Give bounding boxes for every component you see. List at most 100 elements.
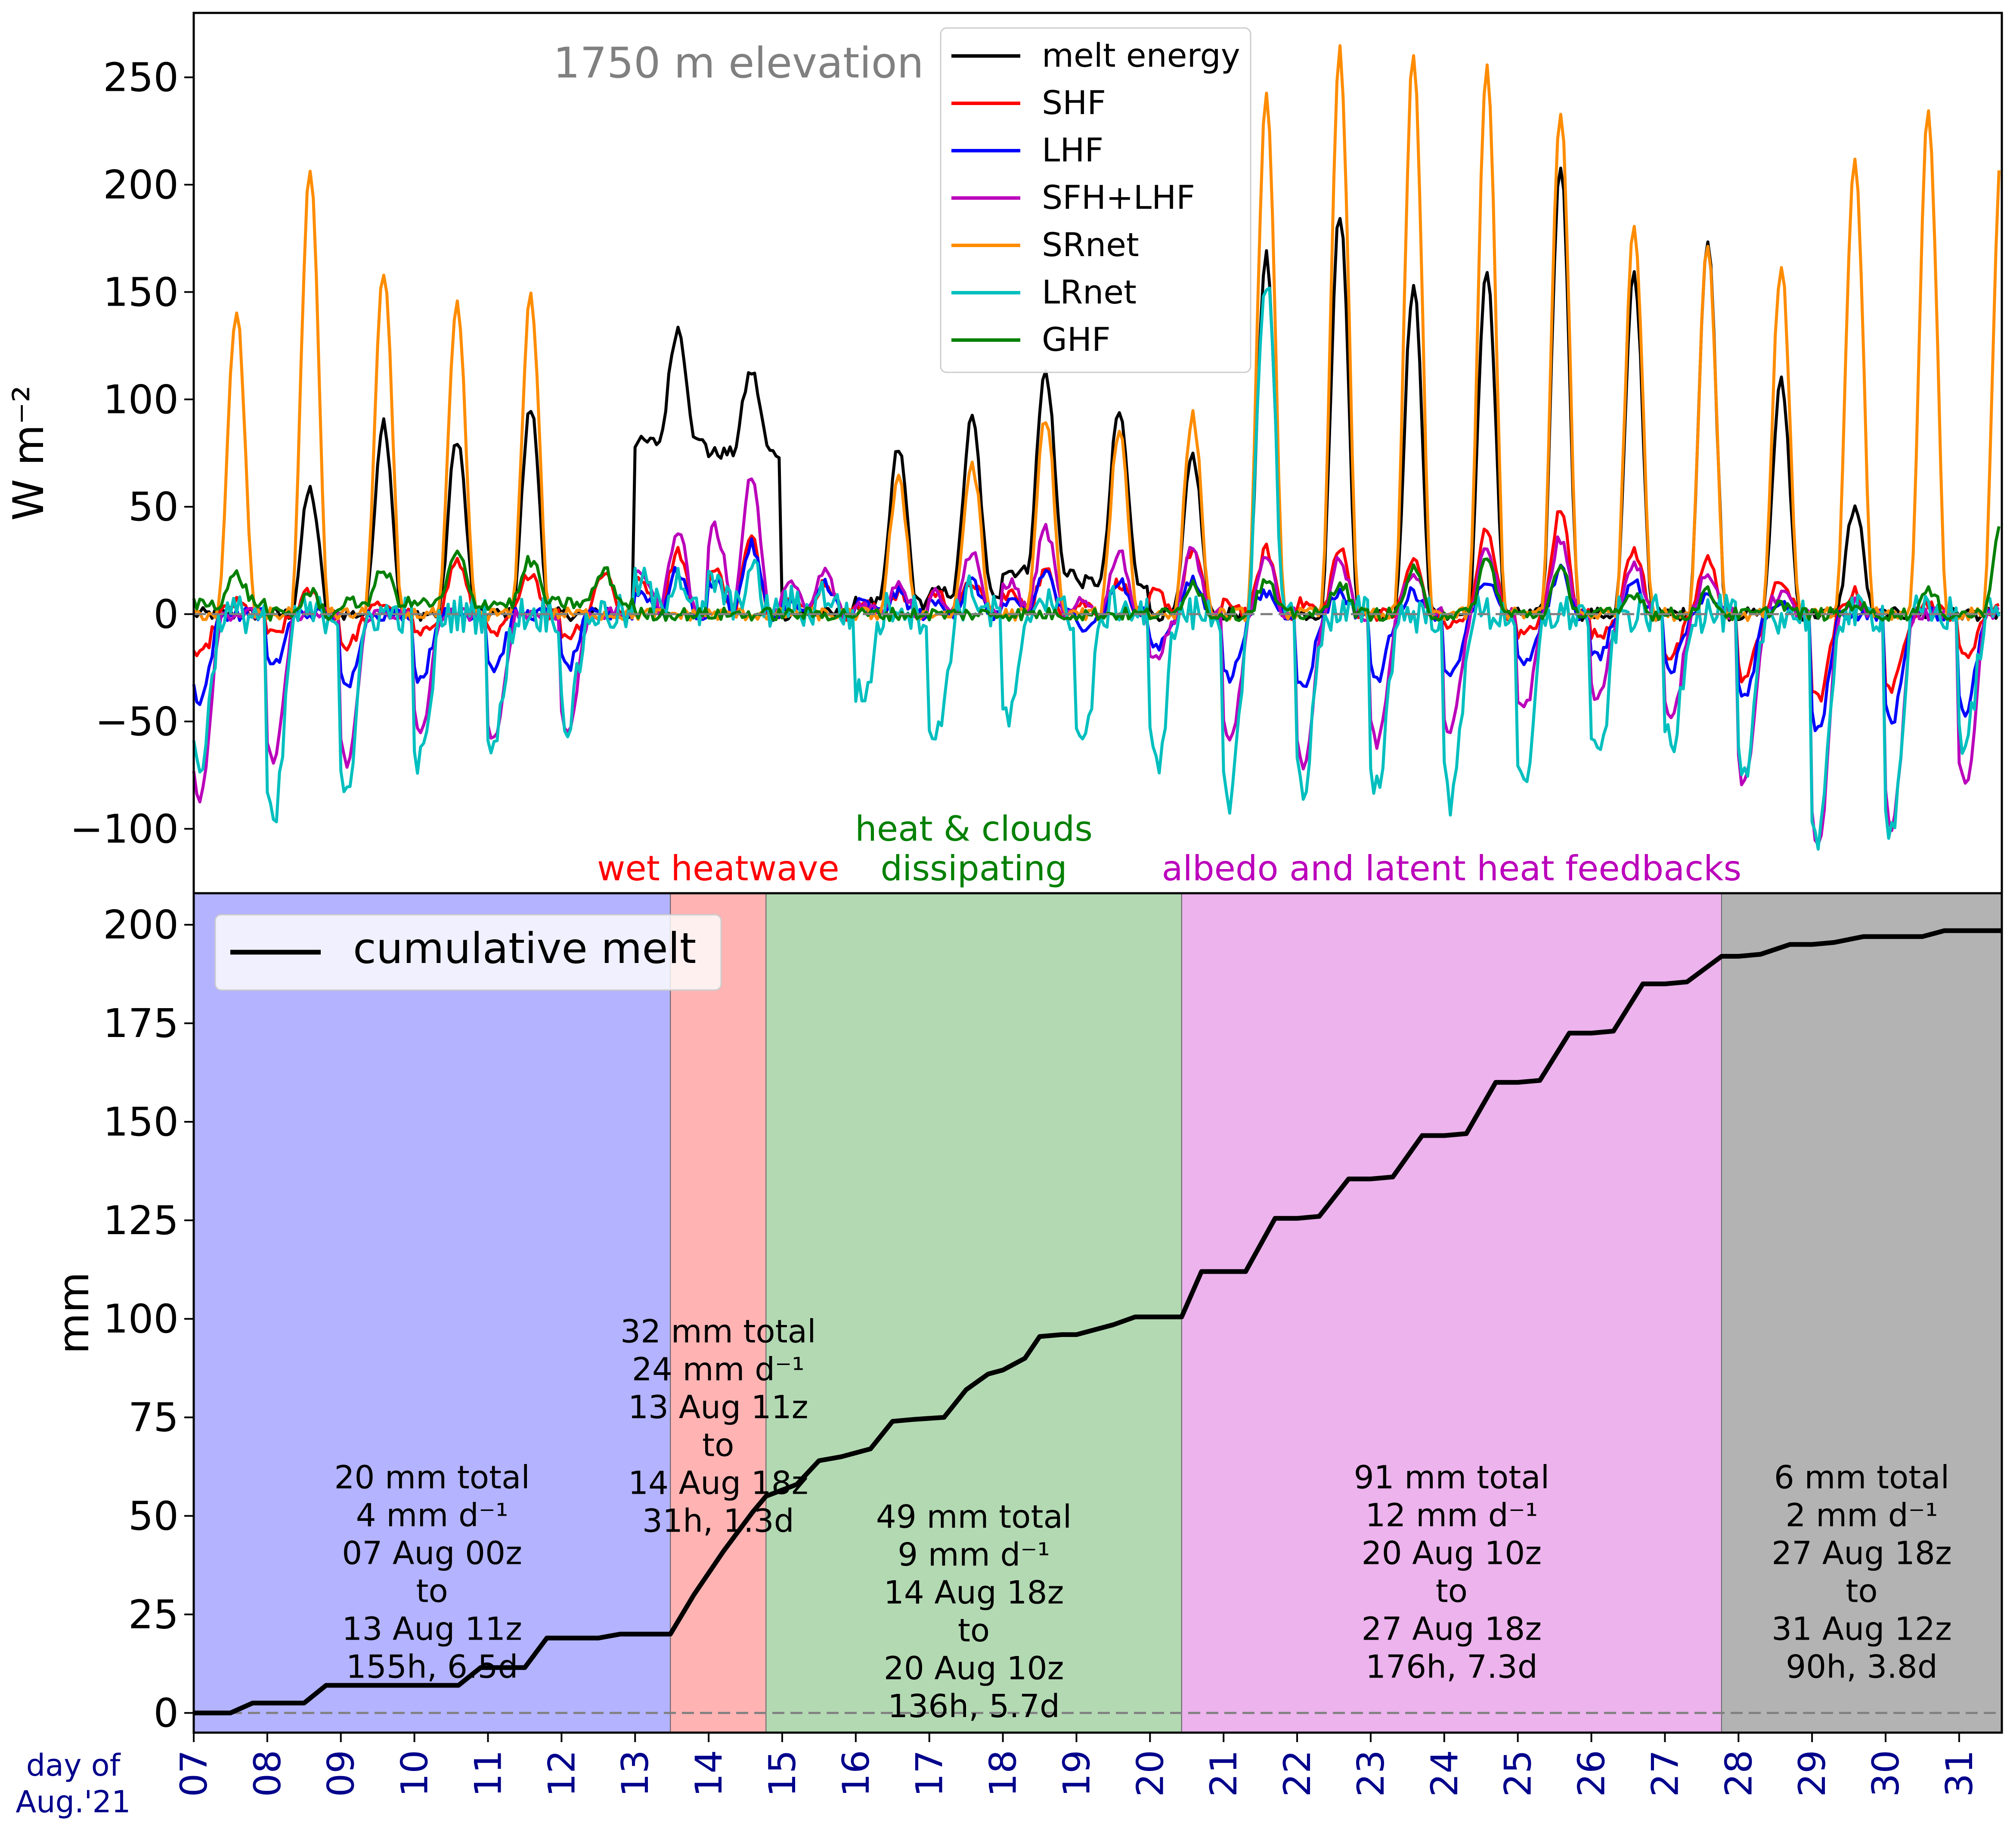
y1-tick-label--100: −100: [70, 806, 179, 852]
period-1-label-line-2: 07 Aug 00z: [342, 1535, 522, 1572]
legend-label-sfh-lhf: SFH+LHF: [1042, 178, 1195, 217]
period-3-label-line-5: 136h, 5.7d: [888, 1688, 1060, 1725]
period-4-label-line-1: 12 mm d⁻¹: [1365, 1497, 1538, 1534]
x-tick-label-29: 29: [1791, 1750, 1834, 1797]
period-1-label-line-3: to: [416, 1573, 448, 1610]
legend-label-lrnet: LRnet: [1042, 273, 1137, 311]
period-1-label-line-0: 20 mm total: [334, 1459, 530, 1496]
period-3-label-line-4: 20 Aug 10z: [884, 1650, 1064, 1687]
cumulative-legend-label: cumulative melt: [353, 924, 696, 973]
period-2-label-line-4: 14 Aug 18z: [628, 1465, 808, 1502]
x-tick-label-16: 16: [835, 1750, 878, 1797]
x-tick-label-26: 26: [1570, 1750, 1614, 1797]
x-tick-label-30: 30: [1865, 1750, 1908, 1797]
period-3-heading-line-1: dissipating: [880, 848, 1067, 888]
period-2-label-line-1: 24 mm d⁻¹: [632, 1351, 805, 1388]
x-tick-label-27: 27: [1644, 1750, 1687, 1797]
period-1-shading: [193, 893, 671, 1733]
period-5-label-line-2: 27 Aug 18z: [1772, 1535, 1952, 1572]
period-3-label-line-2: 14 Aug 18z: [884, 1574, 1064, 1611]
period-1-label-line-4: 13 Aug 11z: [342, 1610, 522, 1647]
x-axis-label-line-1: day of: [26, 1748, 121, 1783]
period-2-label-line-2: 13 Aug 11z: [628, 1389, 808, 1426]
x-tick-label-11: 11: [467, 1750, 510, 1797]
period-2-label-line-5: 31h, 1.3d: [642, 1503, 794, 1540]
y2-tick-label-25: 25: [128, 1591, 179, 1638]
y2-tick-label-100: 100: [103, 1296, 179, 1342]
x-axis-label-line-2: Aug.'21: [15, 1784, 130, 1820]
legend-label-shf: SHF: [1042, 84, 1106, 122]
y2-axis-label: mm: [50, 1272, 99, 1354]
energy-legend: melt energy SHF LHF SFH+LHF SRnet LRnet GHF: [940, 27, 1251, 373]
period-2-heading-line-0: wet heatwave: [597, 848, 839, 888]
period-3-label-line-3: to: [958, 1612, 990, 1649]
period-2-shading: [670, 893, 767, 1733]
series-line-sfh-lhf: [192, 477, 2000, 846]
x-tick-label-25: 25: [1497, 1750, 1540, 1797]
x-tick-label-07: 07: [173, 1750, 216, 1797]
y1-tick-label--50: −50: [95, 699, 179, 745]
x-tick-label-28: 28: [1717, 1750, 1760, 1797]
x-tick-label-08: 08: [246, 1750, 289, 1797]
x-tick-label-10: 10: [393, 1750, 437, 1797]
period-5-label-line-1: 2 mm d⁻¹: [1785, 1497, 1938, 1534]
period-4-label-line-4: 27 Aug 18z: [1362, 1610, 1542, 1647]
y2-tick-label-125: 125: [103, 1198, 179, 1244]
period-4-label-line-0: 91 mm total: [1354, 1459, 1550, 1496]
period-1-label-line-1: 4 mm d⁻¹: [356, 1497, 508, 1534]
period-4-label-line-2: 20 Aug 10z: [1362, 1535, 1542, 1572]
y1-tick-label-150: 150: [103, 269, 179, 315]
energy-legend-box: [940, 27, 1251, 373]
x-tick-label-24: 24: [1423, 1750, 1466, 1797]
y2-tick-label-0: 0: [153, 1690, 179, 1736]
period-2-label-line-0: 32 mm total: [620, 1313, 816, 1350]
x-tick-label-20: 20: [1129, 1750, 1172, 1797]
x-tick-label-31: 31: [1938, 1750, 1981, 1797]
period-3-heading-line-0: heat & clouds: [855, 809, 1093, 849]
y1-axis-label: W m⁻²: [4, 385, 53, 521]
x-tick-label-23: 23: [1350, 1750, 1393, 1797]
series-line-ghf: [192, 526, 2001, 622]
energy-flux-panel: −100 −50 0 50 100 150 200 250 W m⁻² 1750 m elevat…: [4, 12, 2003, 895]
x-tick-label-09: 09: [320, 1750, 363, 1797]
legend-label-melt-energy: melt energy: [1042, 36, 1240, 74]
legend-label-srnet: SRnet: [1042, 226, 1139, 264]
x-tick-label-13: 13: [614, 1750, 657, 1797]
y2-tick-label-150: 150: [103, 1099, 179, 1145]
x-tick-label-18: 18: [982, 1750, 1025, 1797]
x-tick-label-19: 19: [1055, 1750, 1098, 1797]
x-tick-label-17: 17: [908, 1750, 951, 1797]
period-4-shading: [1181, 893, 1722, 1733]
bottom-plot-frame: [192, 892, 2003, 1734]
y2-tick-label-200: 200: [103, 902, 179, 948]
period-5-label-line-4: 31 Aug 12z: [1772, 1610, 1952, 1647]
y1-tick-label-200: 200: [103, 162, 179, 208]
y2-tick-label-50: 50: [128, 1493, 179, 1539]
period-4-label-line-5: 176h, 7.3d: [1366, 1648, 1538, 1685]
period-3-label-line-0: 49 mm total: [876, 1498, 1072, 1535]
period-5-label-line-3: to: [1846, 1573, 1877, 1610]
period-5-label-line-0: 6 mm total: [1774, 1459, 1950, 1496]
elevation-annotation: 1750 m elevation: [553, 39, 924, 88]
y1-tick-label-50: 50: [128, 484, 179, 530]
period-4-label-line-3: to: [1436, 1573, 1468, 1610]
y1-tick-label-100: 100: [103, 377, 179, 423]
period-4-heading-line-0: albedo and latent heat feedbacks: [1162, 848, 1742, 888]
legend-label-ghf: GHF: [1042, 320, 1111, 359]
x-tick-label-22: 22: [1276, 1750, 1319, 1797]
y1-tick-label-250: 250: [103, 55, 179, 101]
legend-label-lhf: LHF: [1042, 131, 1103, 169]
x-tick-label-14: 14: [688, 1750, 731, 1797]
period-3-label-line-1: 9 mm d⁻¹: [898, 1536, 1050, 1573]
x-tick-label-12: 12: [540, 1750, 583, 1797]
y1-tick-label-0: 0: [153, 591, 179, 638]
y2-tick-label-75: 75: [128, 1395, 179, 1441]
period-2-label-line-3: to: [702, 1427, 734, 1464]
cumulative-melt-line: [194, 928, 2002, 1715]
y2-tick-label-175: 175: [103, 1000, 179, 1046]
period-5-shading: [1721, 893, 2002, 1733]
cumulative-legend-box: [214, 914, 722, 991]
x-tick-label-15: 15: [761, 1750, 804, 1797]
